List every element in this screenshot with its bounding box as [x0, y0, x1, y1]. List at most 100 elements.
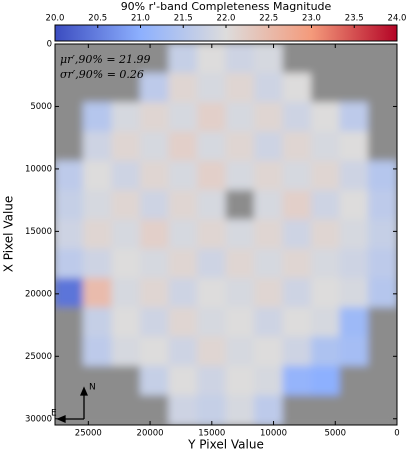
- heatmap-cell: [111, 160, 141, 192]
- heatmap-cell: [55, 248, 84, 279]
- heatmap-cell: [311, 190, 341, 221]
- heatmap-cell: [367, 307, 397, 338]
- heatmap-cell: [225, 190, 255, 221]
- heatmap-cell: [253, 160, 284, 192]
- heatmap-cell: [339, 365, 369, 397]
- heatmap-cell: [225, 395, 255, 425]
- y-tick-label: 10000: [25, 164, 52, 174]
- heatmap-cell: [140, 277, 170, 309]
- colorbar-tick-label: 22.0: [217, 14, 236, 24]
- heatmap-cell: [111, 131, 141, 162]
- heatmap-cell: [253, 219, 284, 250]
- heatmap-cell: [140, 102, 170, 133]
- colorbar-tick-label: 22.5: [259, 14, 278, 24]
- heatmap-cell: [168, 102, 198, 133]
- heatmap-cell: [168, 395, 198, 425]
- heatmap-cell: [253, 307, 284, 338]
- heatmap-cell: [82, 307, 113, 338]
- heatmap-cell: [311, 395, 341, 425]
- heatmap-cell: [140, 395, 170, 425]
- heatmap-cell: [55, 131, 84, 162]
- heatmap-cell: [82, 277, 113, 309]
- heatmap-cell: [168, 131, 198, 162]
- heatmap-cell: [111, 248, 141, 279]
- compass-label: N: [89, 383, 96, 393]
- heatmap-cell: [168, 190, 198, 221]
- heatmap-cell: [225, 219, 255, 250]
- heatmap: [55, 44, 397, 425]
- y-tick-label: 25000: [25, 352, 52, 362]
- heatmap-cell: [82, 336, 113, 367]
- heatmap-cell: [55, 219, 84, 250]
- x-tick-label: 20000: [137, 429, 164, 439]
- heatmap-cell: [111, 336, 141, 367]
- compass-label: E: [51, 409, 57, 419]
- heatmap-cell: [111, 44, 141, 74]
- heatmap-cell: [196, 307, 227, 338]
- heatmap-cell: [111, 72, 141, 104]
- heatmap-cell: [82, 72, 113, 104]
- heatmap-cell: [55, 160, 84, 192]
- plot-area: [55, 44, 397, 425]
- heatmap-cell: [196, 248, 227, 279]
- annotation: μr′,90% = 21.99: [60, 53, 151, 66]
- heatmap-cell: [111, 307, 141, 338]
- heatmap-cell: [111, 102, 141, 133]
- heatmap-cell: [140, 160, 170, 192]
- heatmap-cell: [168, 219, 198, 250]
- compass-arrowhead: [80, 386, 88, 396]
- heatmap-cell: [367, 277, 397, 309]
- x-tick-label: 15000: [198, 429, 225, 439]
- heatmap-cell: [140, 72, 170, 104]
- heatmap-cell: [253, 131, 284, 162]
- heatmap-cell: [111, 365, 141, 397]
- heatmap-cell: [253, 395, 284, 425]
- colorbar-tick-label: 23.5: [345, 14, 364, 24]
- heatmap-cell: [196, 102, 227, 133]
- x-tick-label: 0: [394, 429, 399, 439]
- heatmap-cell: [367, 336, 397, 367]
- heatmap-cell: [282, 336, 312, 367]
- heatmap-cell: [311, 44, 341, 74]
- heatmap-cell: [55, 190, 84, 221]
- heatmap-cell: [311, 277, 341, 309]
- heatmap-cell: [140, 44, 170, 74]
- heatmap-cell: [168, 160, 198, 192]
- heatmap-cell: [111, 219, 141, 250]
- heatmap-cell: [311, 131, 341, 162]
- heatmap-cell: [196, 190, 227, 221]
- heatmap-cell: [339, 190, 369, 221]
- heatmap-cell: [282, 248, 312, 279]
- heatmap-cell: [339, 277, 369, 309]
- heatmap-cell: [225, 72, 255, 104]
- x-tick-label: 25000: [75, 429, 102, 439]
- heatmap-cell: [311, 160, 341, 192]
- heatmap-cell: [225, 160, 255, 192]
- heatmap-cell: [339, 131, 369, 162]
- heatmap-cell: [55, 277, 84, 309]
- heatmap-cell: [196, 131, 227, 162]
- heatmap-cell: [282, 72, 312, 104]
- heatmap-cell: [367, 72, 397, 104]
- colorbar-tick-label: 24.0: [388, 14, 407, 24]
- y-axis-label: X Pixel Value: [2, 196, 16, 273]
- heatmap-cell: [311, 336, 341, 367]
- heatmap-cell: [311, 307, 341, 338]
- heatmap-cell: [140, 336, 170, 367]
- heatmap-cell: [339, 72, 369, 104]
- heatmap-cell: [196, 72, 227, 104]
- heatmap-cell: [168, 307, 198, 338]
- heatmap-cell: [339, 395, 369, 425]
- heatmap-cell: [196, 44, 227, 74]
- y-tick-label: 5000: [30, 102, 52, 112]
- heatmap-cell: [339, 219, 369, 250]
- heatmap-cell: [140, 307, 170, 338]
- heatmap-cell: [282, 277, 312, 309]
- heatmap-cell: [82, 44, 113, 74]
- heatmap-cell: [111, 395, 141, 425]
- heatmap-cell: [55, 44, 84, 74]
- heatmap-cell: [168, 336, 198, 367]
- heatmap-cell: [82, 395, 113, 425]
- heatmap-cell: [55, 307, 84, 338]
